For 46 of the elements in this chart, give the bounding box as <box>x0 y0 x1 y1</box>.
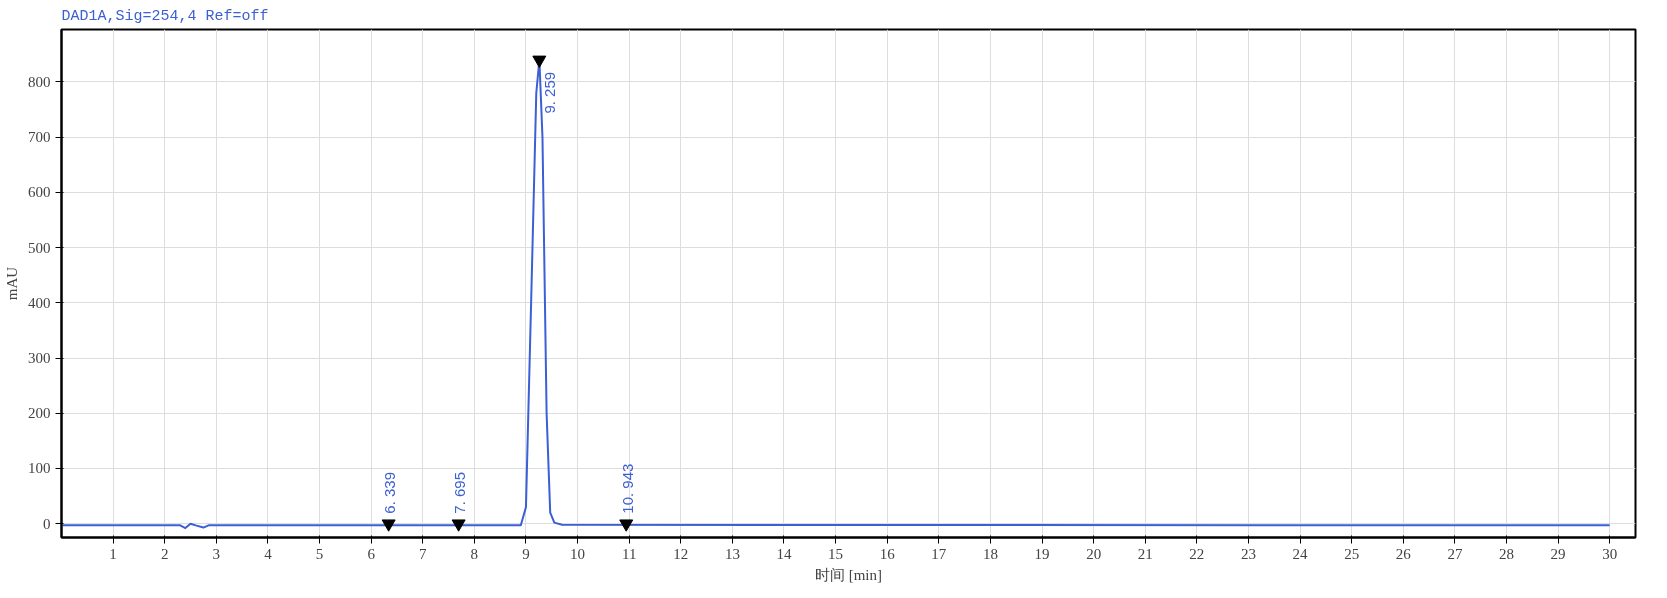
x-tick-label: 14 <box>776 545 792 562</box>
y-tick-label: 300 <box>28 350 51 367</box>
x-tick-label: 7 <box>419 545 427 562</box>
y-tick-label: 0 <box>43 515 51 532</box>
x-tick-label: 19 <box>1034 545 1050 562</box>
x-tick-label: 5 <box>315 545 324 562</box>
x-tick-label: 13 <box>724 545 740 562</box>
x-tick-label: 28 <box>1498 545 1514 562</box>
y-axis-title: mAU <box>4 266 20 301</box>
y-tick-label: 200 <box>28 405 51 422</box>
y-tick-label: 700 <box>28 129 51 146</box>
x-tick-label: 8 <box>470 545 479 562</box>
x-tick-label: 3 <box>212 545 221 562</box>
annotation: 7. 695 <box>451 471 469 514</box>
annotation: 6. 339 <box>381 471 399 514</box>
x-tick-label: 26 <box>1395 545 1412 562</box>
x-tick-label: 9 <box>522 545 530 562</box>
y-tick-label: 500 <box>28 239 51 256</box>
x-tick-label: 15 <box>828 545 844 562</box>
x-tick-label: 29 <box>1550 545 1566 562</box>
y-tick-label: 600 <box>28 184 51 201</box>
chart-title: DAD1A,Sig=254,4 Ref=off <box>61 7 269 25</box>
x-tick-label: 16 <box>879 545 896 562</box>
y-tick-label: 100 <box>28 460 51 477</box>
x-tick-label: 6 <box>367 545 376 562</box>
x-tick-label: 30 <box>1602 545 1618 562</box>
x-tick-label: 4 <box>264 545 273 562</box>
x-tick-label: 1 <box>109 545 117 562</box>
x-tick-label: 22 <box>1189 545 1205 562</box>
x-tick-label: 18 <box>982 545 998 562</box>
x-tick-label: 24 <box>1292 545 1309 562</box>
x-tick-label: 20 <box>1086 545 1102 562</box>
x-tick-label: 27 <box>1447 545 1463 562</box>
x-tick-label: 2 <box>160 545 169 562</box>
x-tick-label: 11 <box>621 545 637 562</box>
x-tick-label: 23 <box>1240 545 1256 562</box>
x-axis-title: 时间 [min] <box>814 566 883 583</box>
x-tick-label: 12 <box>673 545 689 562</box>
x-tick-label: 25 <box>1344 545 1360 562</box>
x-tick-label: 10 <box>570 545 586 562</box>
y-tick-label: 800 <box>28 73 51 90</box>
x-tick-label: 21 <box>1137 545 1153 562</box>
annotation: 9. 259 <box>540 71 558 114</box>
x-tick-label: 17 <box>931 545 947 562</box>
y-tick-label: 400 <box>28 294 51 311</box>
annotation: 10. 943 <box>618 463 636 514</box>
